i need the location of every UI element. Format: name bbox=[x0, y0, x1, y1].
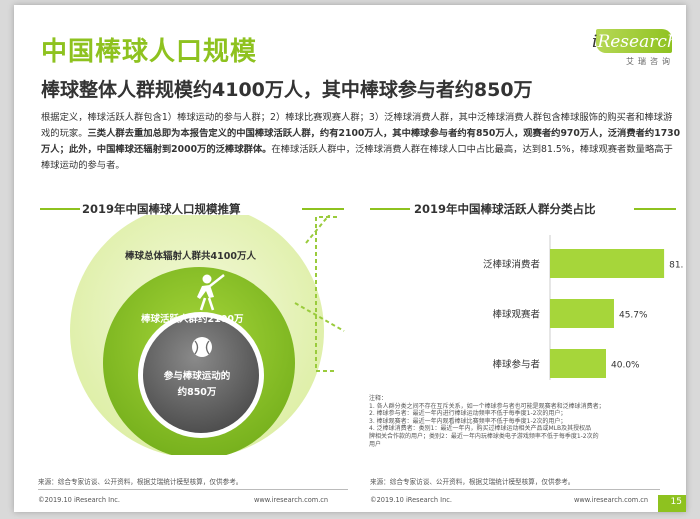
slide: 中国棒球人口规模 iResearch 艾瑞咨询 棒球整体人群规模约4100万人，… bbox=[14, 5, 686, 512]
copyright-left: ©2019.10 iResearch Inc. bbox=[38, 496, 120, 504]
right-chart-title: 2019年中国棒球活跃人群分类占比 bbox=[414, 202, 596, 216]
bar-category-label: 棒球观赛者 bbox=[492, 309, 540, 321]
connector-bottom bbox=[294, 302, 345, 332]
page-title: 中国棒球人口规模 bbox=[41, 37, 258, 67]
bar-category-label: 泛棒球消费者 bbox=[483, 259, 540, 271]
website-right: www.iresearch.com.cn bbox=[574, 496, 649, 504]
description: 根据定义，棒球活跃人群包含1）棒球运动的参与人群；2）棒球比赛观赛人群；3）泛棒… bbox=[41, 112, 681, 171]
title-rule bbox=[370, 208, 410, 210]
title-rule bbox=[634, 208, 676, 210]
bar-category-label: 棒球参与者 bbox=[492, 359, 540, 371]
connector-top bbox=[305, 215, 331, 244]
inner-circle bbox=[143, 317, 259, 433]
copyright-right: ©2019.10 iResearch Inc. bbox=[370, 496, 452, 504]
bracket bbox=[315, 216, 337, 372]
bar-value-label: 45.7% bbox=[619, 311, 648, 321]
page-number: 15 bbox=[670, 497, 682, 507]
logo-text: iResearch bbox=[592, 32, 678, 52]
page-subtitle: 棒球整体人群规模约4100万人，其中棒球参与者约850万 bbox=[41, 79, 533, 101]
bar bbox=[550, 299, 614, 328]
population-circles bbox=[70, 215, 345, 455]
bar-value-label: 81.5% bbox=[669, 261, 684, 271]
footer-rule bbox=[38, 489, 348, 490]
bar-value-label: 40.0% bbox=[611, 361, 640, 371]
inner-circle-label: 参与棒球运动的 约850万 bbox=[163, 371, 231, 398]
footer-rule bbox=[370, 489, 660, 490]
page-number-badge bbox=[658, 495, 686, 512]
bar bbox=[550, 249, 665, 278]
outer-circle-label: 棒球总体辐射人群共4100万人 bbox=[125, 251, 256, 262]
title-rule bbox=[302, 208, 344, 210]
website-left: www.iresearch.com.cn bbox=[254, 496, 329, 504]
middle-circle-label: 棒球活跃人群约2100万 bbox=[141, 314, 244, 325]
left-chart-title: 2019年中国棒球人口规模推算 bbox=[82, 202, 241, 216]
bar-chart: 泛棒球消费者 81.5% 棒球观赛者 45.7% 棒球参与者 40.0% bbox=[483, 235, 684, 380]
source-right: 来源：综合专家访谈、公开资料，根据艾瑞统计模型核算，仅供参考。 bbox=[370, 478, 575, 486]
logo-subtext: 艾瑞咨询 bbox=[626, 57, 674, 66]
batter-icon bbox=[197, 274, 225, 311]
baseball-icon bbox=[192, 337, 212, 357]
title-rule bbox=[40, 208, 80, 210]
notes: 注释： 1. 各人群分类之间不存在互斥关系，如一个棒球参与者也可能是观赛者和泛棒球… bbox=[369, 395, 605, 448]
source-left: 来源：综合专家访谈、公开资料，根据艾瑞统计模型核算，仅供参考。 bbox=[38, 478, 243, 486]
bar bbox=[550, 349, 606, 378]
logo-badge bbox=[596, 29, 672, 53]
iresearch-logo: iResearch 艾瑞咨询 bbox=[582, 29, 682, 69]
